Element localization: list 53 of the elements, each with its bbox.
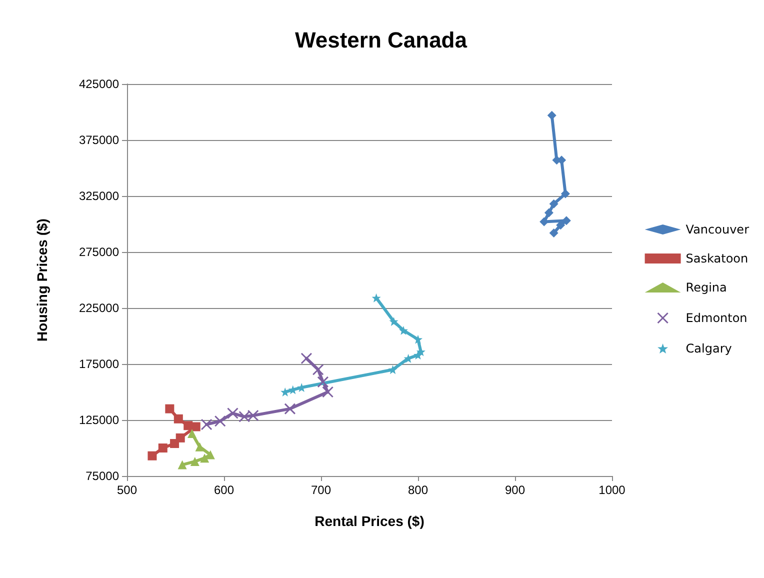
x-tick-label: 900 [504,483,526,497]
point [312,364,324,376]
x-tick-label: 500 [116,483,138,497]
point [184,421,193,430]
point [317,376,329,388]
point [284,403,296,415]
x-tick-label: 700 [310,483,332,497]
point [398,326,408,335]
point [165,404,174,414]
point [190,456,200,466]
point [547,110,556,120]
y-tick-label: 275000 [78,245,120,259]
x-tick-label: 1000 [598,483,626,497]
y-tick-label: 425000 [78,77,120,91]
point [176,433,185,442]
chart-title: Western Canada [295,28,468,52]
point [226,408,238,420]
point [300,352,312,364]
point [414,334,422,344]
point [214,415,226,427]
point [560,189,570,198]
x-tick-label: 600 [214,483,234,497]
point [238,410,250,422]
legend-label: Regina [686,280,727,294]
y-axis-title: Housing Prices ($) [34,218,50,342]
point [174,414,183,424]
point [549,228,558,238]
point [247,410,259,422]
point [372,293,381,302]
x-tick-label: 800 [408,483,428,497]
point [178,460,187,470]
legend-label: Calgary [686,342,732,356]
point [195,442,204,452]
legend-label: Vancouver [686,222,750,236]
y-tick-label: 125000 [78,413,120,427]
y-tick-label: 375000 [78,133,120,147]
x-axis-title: Rental Prices ($) [314,513,424,529]
point [148,451,157,460]
y-tick-label: 325000 [78,189,120,203]
point [544,208,554,218]
point [388,365,398,374]
point [158,444,168,452]
y-tick-label: 175000 [78,357,120,371]
point [200,454,210,463]
legend-label: Edmonton [686,311,748,325]
legend-label: Saskatoon [686,252,748,266]
point [389,316,398,326]
y-tick-label: 225000 [78,301,120,315]
y-tick-label: 75000 [86,469,120,483]
point [322,386,334,398]
point [187,428,196,438]
point [200,418,212,430]
point [549,199,558,208]
